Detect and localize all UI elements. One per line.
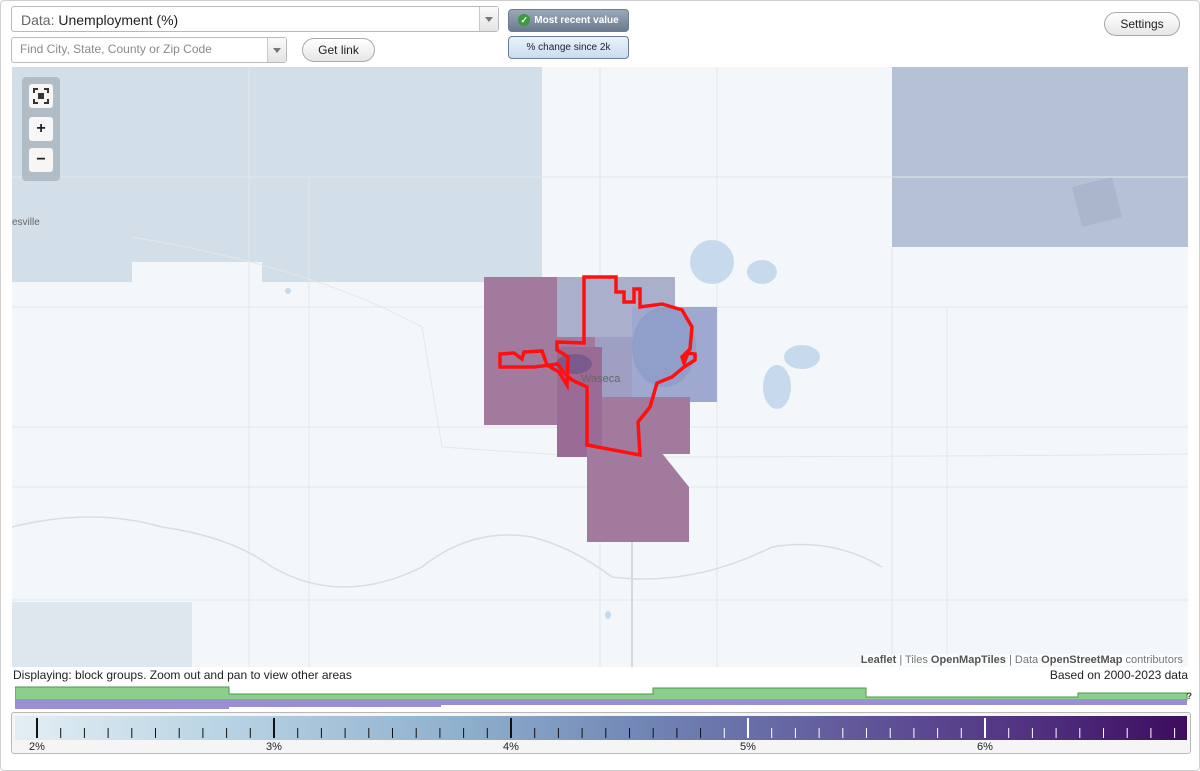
- data-select-dropdown-button[interactable]: [479, 7, 498, 31]
- data-range-text: Based on 2000-2023 data: [1049, 668, 1188, 682]
- zoom-out-button[interactable]: −: [29, 148, 53, 172]
- location-search-input[interactable]: [20, 42, 260, 56]
- data-select-value: Unemployment (%): [58, 12, 179, 28]
- city-boundary-outline: [498, 275, 697, 458]
- data-select-prefix: Data:: [21, 12, 55, 28]
- map-region: [262, 262, 542, 282]
- fullscreen-button[interactable]: [29, 84, 53, 108]
- scale-tick-label-3: 3%: [266, 741, 282, 753]
- map-region: [1072, 177, 1122, 227]
- attr-sep-data: | Data: [1005, 654, 1042, 666]
- map-region: [12, 602, 192, 667]
- color-scale-ticks: [36, 718, 1176, 738]
- attr-contributors: contributors: [1122, 654, 1183, 666]
- data-select[interactable]: Data: Unemployment (%): [11, 6, 499, 32]
- attr-sep-tiles: | Tiles: [896, 654, 931, 666]
- openmaptiles-link[interactable]: OpenMapTiles: [930, 654, 1006, 666]
- block-group-south: [602, 397, 690, 454]
- choropleth-block-groups: [484, 277, 717, 542]
- location-dropdown-button[interactable]: [267, 38, 286, 62]
- openstreetmap-link[interactable]: OpenStreetMap: [1041, 654, 1123, 666]
- leaflet-link[interactable]: Leaflet: [860, 654, 897, 666]
- percent-change-button[interactable]: % change since 2k: [508, 36, 629, 59]
- get-link-button[interactable]: Get link: [302, 38, 375, 62]
- map-view[interactable]: + − Waseca esville Leaflet | Tiles OpenM…: [12, 67, 1188, 667]
- map-region: [12, 262, 132, 282]
- block-group-dark-pocket: [556, 354, 592, 374]
- map-region: [12, 67, 542, 262]
- fullscreen-icon: [33, 88, 49, 104]
- color-scale-bar: [15, 716, 1187, 740]
- block-group-west: [484, 277, 557, 425]
- river-line: [12, 516, 883, 588]
- value-histogram: [15, 686, 1188, 709]
- settings-button[interactable]: Settings: [1104, 12, 1180, 36]
- zoom-in-button[interactable]: +: [29, 117, 53, 141]
- map-place-label-partial: esville: [12, 217, 40, 228]
- scale-tick-label-6: 6%: [977, 741, 993, 753]
- lakes: [285, 240, 820, 619]
- color-scale-legend: 2% 3% 4% 5% 6%: [11, 712, 1191, 754]
- most-recent-value-button[interactable]: ✓ Most recent value: [508, 9, 629, 32]
- scale-tick-label-5: 5%: [740, 741, 756, 753]
- histogram-green-series: [15, 686, 1188, 701]
- legend-help-icon[interactable]: ?: [1186, 691, 1193, 701]
- map-place-label: Waseca: [581, 373, 621, 385]
- most-recent-value-label: Most recent value: [534, 15, 619, 26]
- block-group-far-south: [587, 447, 689, 542]
- location-search-field[interactable]: [11, 37, 287, 63]
- lake-block: [632, 307, 696, 387]
- chevron-down-icon: [273, 48, 281, 53]
- display-status-text: Displaying: block groups. Zoom out and p…: [13, 668, 352, 682]
- check-icon: ✓: [518, 14, 531, 27]
- map-canvas: [12, 67, 1188, 667]
- zoom-controls: + −: [22, 77, 60, 181]
- scale-tick-label-2: 2%: [29, 741, 45, 753]
- histogram-purple-series: [15, 699, 1187, 709]
- scale-tick-label-4: 4%: [503, 741, 519, 753]
- map-attribution: Leaflet | Tiles OpenMapTiles | Data Open…: [860, 654, 1183, 666]
- map-region: [892, 67, 1188, 247]
- chevron-down-icon: [485, 17, 493, 22]
